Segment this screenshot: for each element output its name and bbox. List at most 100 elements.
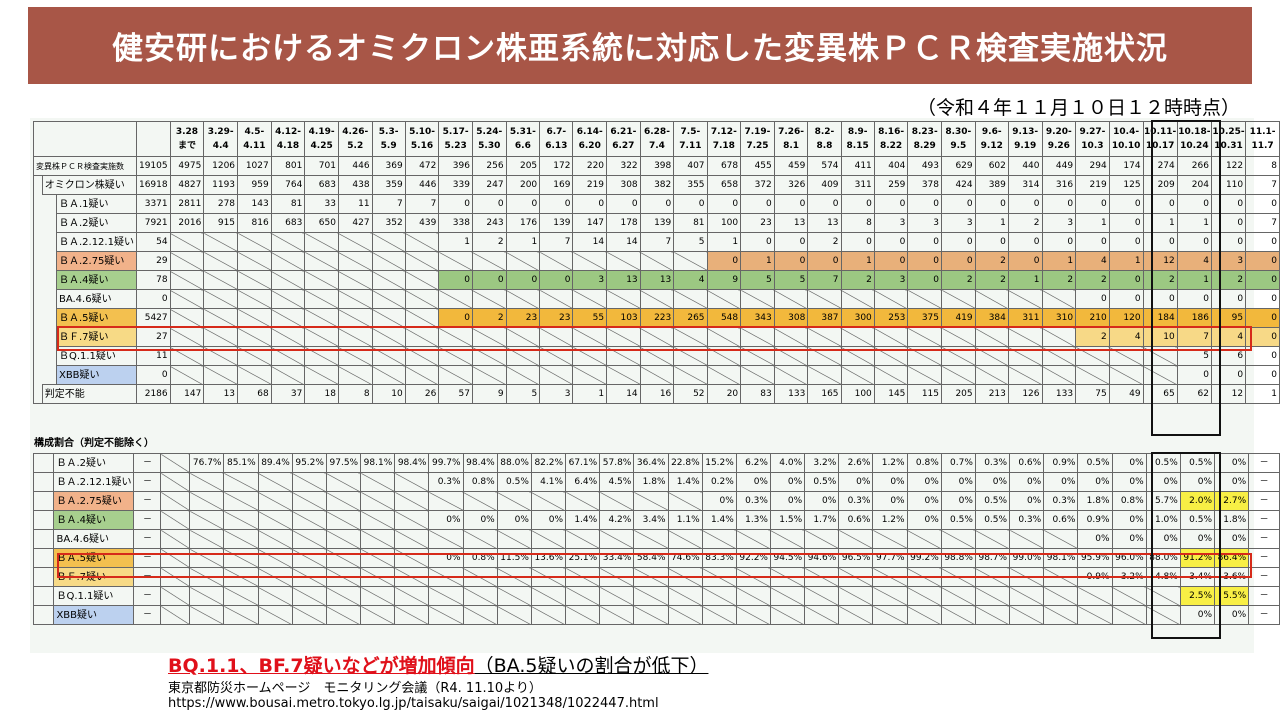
value-cell: 243 [471, 213, 507, 233]
not-applicable-cell [735, 529, 771, 549]
not-applicable-cell [223, 472, 259, 492]
not-applicable-cell [496, 605, 532, 625]
not-applicable-cell [438, 346, 473, 366]
period-start: 7.26- [778, 127, 805, 137]
footer-url[interactable]: https://www.bousai.metro.tokyo.lg.jp/tai… [168, 696, 659, 711]
period-header: 10.11- 10.17 [1142, 121, 1178, 157]
value-cell: 169 [539, 175, 574, 195]
not-applicable-cell [360, 529, 396, 549]
value-cell: 178 [606, 213, 641, 233]
not-applicable-cell [394, 491, 430, 511]
value-cell: 548 [706, 308, 742, 328]
value-cell: 0 [941, 251, 976, 271]
row-total: 3371 [135, 194, 171, 214]
period-header: 8.30- 9.5 [941, 121, 976, 157]
footer-note: （BA.5疑いの割合が低下） [474, 655, 709, 677]
value-cell: 294 [1075, 156, 1110, 176]
not-applicable-cell [838, 567, 874, 587]
value-cell: 83 [740, 384, 775, 404]
not-applicable-cell [673, 251, 708, 271]
value-cell: 404 [873, 156, 909, 176]
not-applicable-cell [160, 491, 191, 511]
not-applicable-cell [701, 586, 737, 606]
value-cell: 0 [873, 232, 909, 252]
not-applicable-cell [840, 289, 875, 309]
not-applicable-cell [773, 365, 809, 385]
value-cell: 2 [840, 270, 875, 290]
count-row: ＢＦ.7疑い 27 2 4 10 7 4 0 [33, 327, 1280, 347]
value-cell: 11 [337, 194, 373, 214]
ratio-cell: 4.5% [599, 472, 635, 492]
ratio-cell: 1.8% [1077, 491, 1113, 511]
period-header: 4.26- 5.2 [337, 121, 373, 157]
value-cell: 440 [1007, 156, 1043, 176]
not-applicable-cell [203, 308, 239, 328]
value-cell: 1 [1245, 384, 1280, 404]
period-header: 9.13- 9.19 [1007, 121, 1043, 157]
row-label: オミクロン株疑い [41, 175, 137, 195]
period-header: 8.16- 8.22 [873, 121, 909, 157]
ratio-cell: 1.7% [804, 510, 840, 530]
indent-cell [33, 270, 57, 290]
not-applicable-cell [304, 346, 339, 366]
not-applicable-cell [291, 567, 327, 587]
not-applicable-cell [325, 491, 362, 511]
ratio-cell: － [1248, 510, 1280, 530]
value-cell: 0 [1245, 270, 1280, 290]
value-cell: 213 [974, 384, 1009, 404]
not-applicable-cell [257, 472, 293, 492]
not-applicable-cell [572, 346, 608, 366]
ratio-cell: 1.8% [1213, 510, 1250, 530]
ratio-cell: 15.2% [701, 453, 737, 473]
not-applicable-cell [169, 270, 205, 290]
value-cell: 0 [773, 232, 809, 252]
not-applicable-cell [371, 327, 406, 347]
not-applicable-cell [599, 567, 635, 587]
value-cell: 683 [304, 175, 339, 195]
indent-cell [33, 384, 43, 404]
value-cell: 0 [1108, 270, 1144, 290]
not-applicable-cell [257, 510, 293, 530]
ratio-cell: 22.8% [667, 453, 703, 473]
not-applicable-cell [1077, 586, 1113, 606]
value-cell: 3 [539, 384, 574, 404]
period-end: 8.15 [846, 141, 869, 151]
ratio-cell: 99.0% [1009, 548, 1045, 568]
not-applicable-cell [873, 365, 909, 385]
not-applicable-cell [189, 548, 225, 568]
value-cell: 0 [840, 194, 875, 214]
ratio-cell: 0% [1111, 453, 1147, 473]
ratio-cell: 3.2% [804, 453, 840, 473]
not-applicable-cell [471, 289, 507, 309]
not-applicable-cell [1043, 586, 1079, 606]
value-cell: 23 [505, 308, 541, 328]
not-applicable-cell [360, 586, 396, 606]
pcr-count-table: 3.28 まで 3.29- 4.4 4.5- 4.11 4.12- 4.18 4.19- 4.25… [33, 121, 1280, 404]
not-applicable-cell [160, 510, 191, 530]
value-cell: 0 [974, 232, 1009, 252]
value-cell: 0 [740, 232, 775, 252]
not-applicable-cell [360, 491, 396, 511]
ratio-cell: 0.5% [804, 472, 840, 492]
not-applicable-cell [438, 251, 473, 271]
period-start: 5.3- [378, 127, 399, 137]
ratio-cell: － [1248, 453, 1280, 473]
not-applicable-cell [1041, 289, 1077, 309]
value-cell: 253 [873, 308, 909, 328]
ratio-cell: 0% [974, 472, 1011, 492]
period-start: 8.2- [814, 127, 835, 137]
not-applicable-cell [1142, 365, 1178, 385]
ratio-cell: － [1248, 472, 1280, 492]
not-applicable-cell [633, 567, 669, 587]
value-cell: 1027 [237, 156, 272, 176]
not-applicable-cell [1108, 346, 1144, 366]
page-title: 健安研におけるオミクロン株亜系統に対応した変異株ＰＣＲ検査実施状況 [112, 31, 1168, 67]
value-cell: 0 [471, 194, 507, 214]
period-header: 6.7- 6.13 [539, 121, 574, 157]
row-total: － [133, 491, 162, 511]
not-applicable-cell [404, 365, 440, 385]
period-end: 8.29 [913, 141, 936, 151]
value-cell: 0 [941, 194, 976, 214]
ratio-cell: 91.2% [1179, 548, 1216, 568]
row-label: ＢQ.1.1疑い [53, 586, 135, 606]
